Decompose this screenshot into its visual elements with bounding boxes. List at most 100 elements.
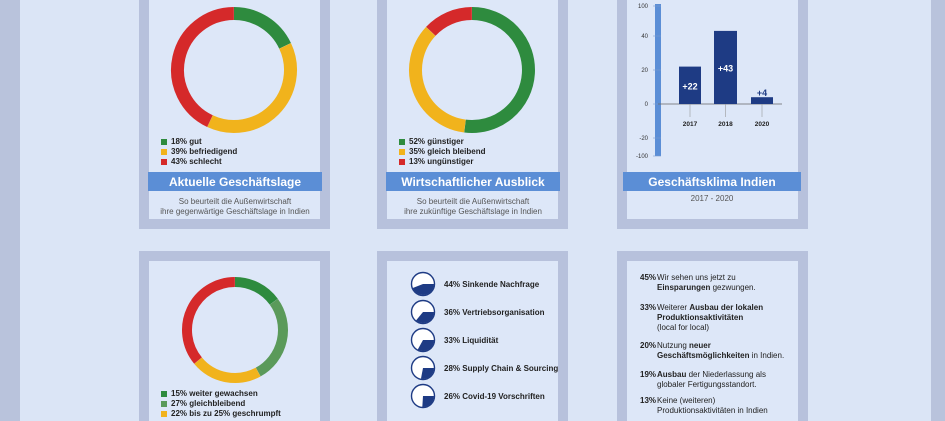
donut-slice-bis-zu-25-geschrumpft [194, 357, 261, 383]
y-tick-label: 20 [641, 68, 648, 74]
description-line: ihre gegenwärtige Geschäftslage in Indie… [160, 207, 310, 216]
donut-slice-weiter-gewachsen [234, 277, 278, 305]
risk-item: 44% Sinkende Nachfrage [410, 271, 539, 297]
x-tick-label: 2017 [683, 121, 698, 128]
legend-label: 39% befriedigend [171, 147, 238, 156]
bar-data-label: +22 [682, 81, 697, 91]
description-line: So beurteilt die Außenwirtschaft [416, 197, 530, 206]
risk-pie-wedge [417, 340, 434, 352]
risk-pie-icon [410, 299, 436, 325]
risk-item: 28% Supply Chain & Sourcing [410, 355, 558, 381]
legend-current-situation: 18% gut 39% befriedigend 43% schlecht [161, 137, 237, 167]
risk-label: 44% Sinkende Nachfrage [444, 279, 540, 289]
activity-highlight: Geschäftsmöglichkeiten [657, 351, 750, 360]
donut-slice-gleich-bleibend [409, 26, 466, 133]
card-activities [617, 251, 808, 421]
activity-fragment: Keine (weiteren) [657, 396, 716, 405]
activity-item: 13% Keine (weiteren) Produktionsaktivitäte… [640, 396, 817, 416]
activity-fragment: (local for local) [657, 323, 710, 332]
risk-pie-wedge [422, 396, 434, 408]
donut-slice-befriedigend [207, 43, 297, 133]
legend-swatch [161, 411, 167, 417]
legend-item: 22% bis zu 25% geschrumpft [161, 409, 281, 419]
card-subtitle-climate: 2017 - 2020 [690, 194, 734, 203]
activity-percent: 20% [640, 341, 657, 350]
activity-line: globaler Fertigungsstandort. [657, 380, 817, 390]
activity-fragment: Nutzung [657, 341, 690, 350]
card-title-outlook: Wirtschaftlicher Ausblick [386, 172, 560, 191]
card-description-outlook: So beurteilt die Außenwirtschaft ihre zu… [387, 197, 559, 217]
activity-item: 20% Nutzung neuer Geschäftsmöglichkeiten i… [640, 341, 817, 361]
donut-slice-ung-nstiger [426, 7, 473, 36]
activity-highlight: Einsparungen [657, 283, 711, 292]
legend-swatch [161, 391, 167, 397]
legend-item: 13% ungünstiger [399, 157, 485, 167]
risk-item: 33% Liquidität [410, 327, 498, 353]
risk-label: 36% Vertriebsorganisation [444, 307, 545, 317]
risk-pie-icon [410, 355, 436, 381]
activity-line: Produktionsaktivitäten [657, 313, 817, 323]
activity-line: Keine (weiteren) [657, 396, 817, 406]
activity-item: 33% Weiterer Ausbau der lokalen Produktion… [640, 303, 817, 333]
legend-item: 39% befriedigend [161, 147, 237, 157]
legend-swatch [399, 159, 405, 165]
y-tick-label: -20 [639, 136, 648, 142]
activity-text: Keine (weiteren) Produktionsaktivitäten i… [657, 396, 817, 416]
activity-line: Einsparungen gezwungen. [657, 283, 817, 293]
bar-data-label: +4 [757, 88, 767, 98]
bar-data-label: +43 [718, 63, 733, 73]
activity-item: 19% Ausbau der Niederlassung als globaler … [640, 370, 817, 390]
activity-percent: 19% [640, 370, 657, 379]
activity-line: Wir sehen uns jetzt zu [657, 273, 817, 283]
risk-pie-wedge [412, 284, 434, 296]
risk-pie-icon [410, 383, 436, 409]
legend-item: 15% weiter gewachsen [161, 389, 281, 399]
legend-swatch [161, 139, 167, 145]
activity-line: (local for local) [657, 323, 817, 333]
y-tick-label: 100 [638, 4, 649, 10]
activity-text: Nutzung neuer Geschäftsmöglichkeiten in I… [657, 341, 817, 361]
legend-item: 27% gleichbleibend [161, 399, 281, 409]
y-tick-label: 40 [641, 34, 648, 40]
activity-text: Weiterer Ausbau der lokalen Produktionsak… [657, 303, 817, 333]
activity-fragment: globaler Fertigungsstandort. [657, 380, 757, 389]
legend-label: 22% bis zu 25% geschrumpft [171, 409, 281, 418]
activity-line: Produktionsaktivitäten in Indien [657, 406, 817, 416]
bar-2017 [679, 66, 701, 104]
legend-swatch [161, 401, 167, 407]
risk-label: 26% Covid-19 Vorschriften [444, 391, 545, 401]
activity-percent: 13% [640, 396, 657, 405]
x-tick-label: 2018 [718, 121, 733, 128]
activity-percent: 33% [640, 303, 657, 312]
donut-expectation [182, 277, 288, 383]
risk-pie-wedge [415, 312, 434, 324]
risk-pie-icon [410, 271, 436, 297]
legend-outlook: 52% günstiger 35% gleich bleibend 13% un… [399, 137, 485, 167]
activity-line: Ausbau der Niederlassung als [657, 370, 817, 380]
y-tick-label: 0 [645, 102, 649, 108]
donut-slice-gleichbleibend [255, 298, 288, 377]
legend-item: 43% schlecht [161, 157, 237, 167]
donut-slice-mehr-als-25-geschrumpft [182, 277, 236, 364]
legend-item: 52% günstiger [399, 137, 485, 147]
activity-text: Wir sehen uns jetzt zu Einsparungen gezwu… [657, 273, 817, 293]
legend-label: 13% ungünstiger [409, 157, 474, 166]
legend-item: 18% gut [161, 137, 237, 147]
x-tick-label: 2020 [755, 121, 770, 128]
risk-pie-wedge [420, 368, 434, 380]
activity-fragment: gezwungen. [710, 283, 756, 292]
legend-swatch [161, 149, 167, 155]
activity-fragment: Weiterer [657, 303, 690, 312]
risk-label: 33% Liquidität [444, 335, 499, 345]
legend-swatch [161, 159, 167, 165]
legend-swatch [399, 149, 405, 155]
y-tick-label: -100 [636, 154, 649, 160]
legend-swatch [399, 139, 405, 145]
risk-label: 28% Supply Chain & Sourcing [444, 363, 559, 373]
activity-line: Nutzung neuer [657, 341, 817, 351]
legend-label: 15% weiter gewachsen [171, 389, 258, 398]
activity-fragment: in Indien. [749, 351, 785, 360]
activity-percent: 45% [640, 273, 657, 282]
bar-2020 [751, 97, 773, 104]
legend-label: 27% gleichbleibend [171, 399, 246, 408]
